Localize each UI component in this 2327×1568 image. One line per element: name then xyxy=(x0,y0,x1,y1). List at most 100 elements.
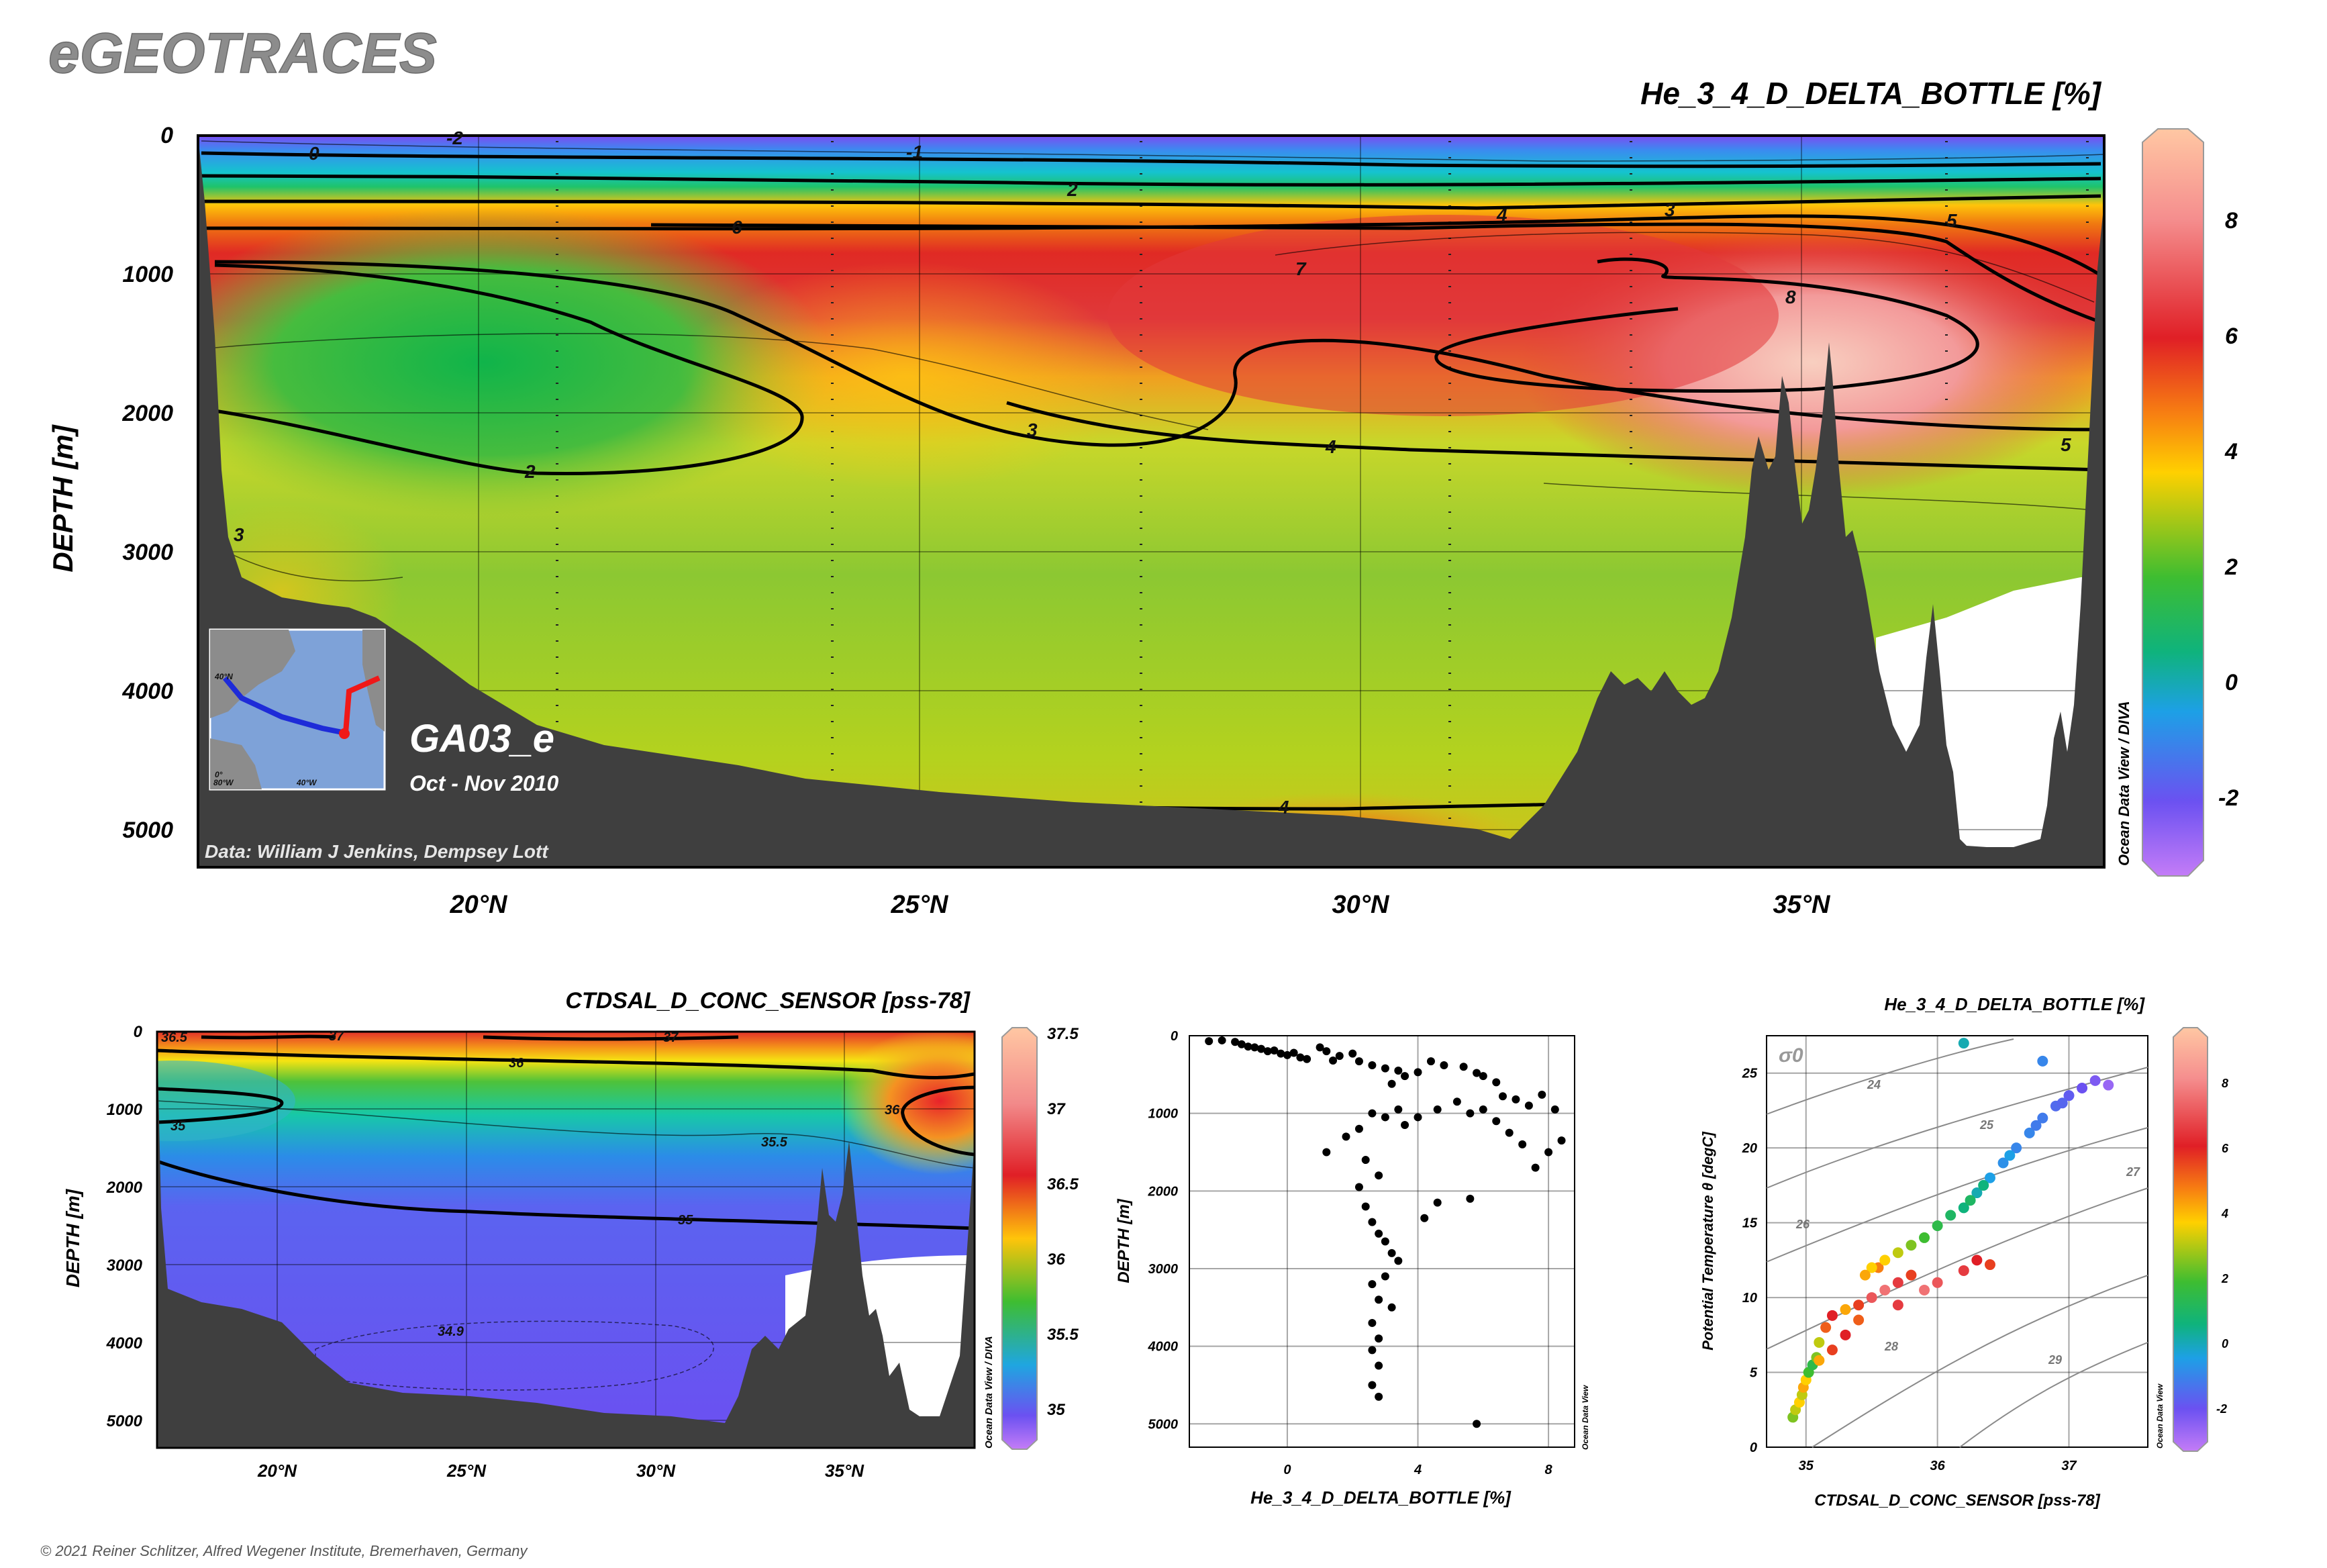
profile-point xyxy=(1466,1109,1475,1118)
ts-colorbar: 8 6 4 2 0 -2 Ocean Data View xyxy=(2155,1027,2229,1452)
svg-text:3: 3 xyxy=(234,524,244,545)
profile-point xyxy=(1492,1078,1501,1087)
svg-text:2: 2 xyxy=(1067,179,1078,200)
ts-cb-tick-4: 4 xyxy=(2221,1207,2228,1220)
main-ytick-0: 0 xyxy=(160,123,173,148)
ts-isopycnals: 24 25 26 27 28 29 σ0 xyxy=(1766,1038,2148,1448)
main-y-label: DEPTH [m] xyxy=(47,424,79,572)
profile-point xyxy=(1394,1105,1403,1114)
sal-contour-37-w xyxy=(201,1034,336,1040)
main-cb-tick-8: 8 xyxy=(2225,208,2238,234)
ts-cb-side-label: Ocean Data View xyxy=(2155,1383,2165,1449)
profile-point xyxy=(1466,1194,1475,1203)
sal-ytick-3000: 3000 xyxy=(107,1257,143,1275)
svg-text:35: 35 xyxy=(678,1213,693,1228)
main-xtick-35N: 35°N xyxy=(1773,891,1831,919)
ts-point xyxy=(1919,1284,1930,1295)
svg-text:34.9: 34.9 xyxy=(438,1324,464,1339)
profile-point xyxy=(1538,1090,1546,1099)
profile-point xyxy=(1394,1067,1403,1075)
inset-land-south-america xyxy=(210,738,262,789)
ts-xtick-37: 37 xyxy=(2061,1459,2077,1473)
sal-colorbar: 37.5 37 36.5 36 35.5 35 Ocean Data View … xyxy=(983,1025,1079,1450)
ts-ytick-20: 20 xyxy=(1742,1141,1757,1156)
ts-point xyxy=(1840,1304,1851,1315)
profile-point xyxy=(1257,1044,1266,1053)
ts-point xyxy=(1945,1210,1957,1221)
profile-x-label: He_3_4_D_DELTA_BOTTLE [%] xyxy=(1250,1487,1512,1508)
sal-xtick-25N: 25°N xyxy=(446,1461,487,1481)
main-ytick-3000: 3000 xyxy=(122,540,173,565)
profile-point xyxy=(1368,1280,1377,1289)
copyright: © 2021 Reiner Schlitzer, Alfred Wegener … xyxy=(40,1542,528,1559)
sal-y-axis: DEPTH [m] 0 1000 2000 3000 4000 5000 xyxy=(62,1023,143,1430)
profile-point xyxy=(1375,1334,1383,1343)
contour-0 xyxy=(201,151,2101,168)
sal-cb-tick-37-5: 37.5 xyxy=(1047,1025,1079,1043)
svg-text:-1: -1 xyxy=(906,142,923,162)
svg-text:7: 7 xyxy=(1295,258,1307,279)
profile-point xyxy=(1361,1156,1370,1165)
profile-point xyxy=(1420,1214,1429,1222)
sal-bathymetry xyxy=(157,1032,975,1448)
sal-cb-tick-35-5: 35.5 xyxy=(1047,1326,1079,1344)
contour-2-upper xyxy=(201,174,2101,187)
sal-ytick-5000: 5000 xyxy=(107,1412,143,1430)
ts-point xyxy=(1971,1187,1983,1199)
contour-8 xyxy=(1434,257,1979,393)
ts-points xyxy=(1787,1038,2114,1423)
contour-6 xyxy=(650,222,2101,324)
ts-ytick-10: 10 xyxy=(1742,1291,1757,1306)
profile-x-ticks: 0 4 8 xyxy=(1283,1463,1552,1477)
ts-cb-tick-6: 6 xyxy=(2222,1142,2229,1155)
ts-cb-tick-m2: -2 xyxy=(2216,1402,2227,1416)
ts-y-ticks: 0 5 10 15 20 25 xyxy=(1742,1067,1758,1455)
ts-point xyxy=(1971,1255,1983,1266)
sal-cb-tick-36-5: 36.5 xyxy=(1047,1175,1079,1193)
profile-point xyxy=(1289,1048,1298,1057)
ts-grid xyxy=(1767,1036,2148,1447)
contour-5 xyxy=(214,260,2101,447)
ts-point xyxy=(2037,1055,2048,1067)
sal-xtick-20N: 20°N xyxy=(257,1461,297,1481)
profile-point xyxy=(1296,1053,1305,1062)
ts-point xyxy=(1984,1172,1995,1183)
profile-point xyxy=(1237,1040,1246,1048)
contour-thin-2 xyxy=(201,333,1209,430)
profile-point xyxy=(1414,1068,1422,1077)
ts-point xyxy=(1958,1038,1969,1049)
profile-point xyxy=(1368,1381,1377,1389)
svg-text:2: 2 xyxy=(524,461,536,482)
ts-title: He_3_4_D_DELTA_BOTTLE [%] xyxy=(1884,994,2145,1014)
sal-x-axis: 20°N 25°N 30°N 35°N xyxy=(257,1461,864,1481)
profile-point xyxy=(1375,1229,1383,1238)
profile-point xyxy=(1368,1061,1377,1069)
ts-point xyxy=(1826,1344,1838,1356)
ts-point xyxy=(2024,1127,2035,1138)
profile-y-label: DEPTH [m] xyxy=(1115,1198,1133,1283)
svg-text:35: 35 xyxy=(170,1119,186,1134)
profile-point xyxy=(1316,1043,1324,1052)
main-xtick-20N: 20°N xyxy=(450,891,508,919)
profile-point xyxy=(1354,1057,1363,1066)
ts-point xyxy=(1958,1202,1969,1214)
ts-point xyxy=(1879,1284,1891,1295)
ts-point xyxy=(1932,1220,1943,1232)
ts-point xyxy=(1932,1277,1943,1288)
profile-point xyxy=(1250,1043,1259,1052)
sal-ytick-4000: 4000 xyxy=(106,1334,143,1353)
profile-point xyxy=(1368,1318,1377,1327)
ts-ytick-0: 0 xyxy=(1750,1440,1757,1455)
profile-point xyxy=(1440,1061,1448,1069)
profile-point xyxy=(1348,1049,1357,1058)
sal-cb-tick-35: 35 xyxy=(1047,1401,1065,1419)
profile-point xyxy=(1375,1361,1383,1370)
profile-point xyxy=(1479,1105,1487,1114)
main-cb-tick-4: 4 xyxy=(2224,439,2238,464)
profile-point xyxy=(1244,1042,1252,1051)
profile-point xyxy=(1387,1079,1396,1088)
sal-xtick-30N: 30°N xyxy=(636,1461,676,1481)
svg-text:35.5: 35.5 xyxy=(761,1135,788,1150)
profile-point xyxy=(1205,1037,1214,1046)
